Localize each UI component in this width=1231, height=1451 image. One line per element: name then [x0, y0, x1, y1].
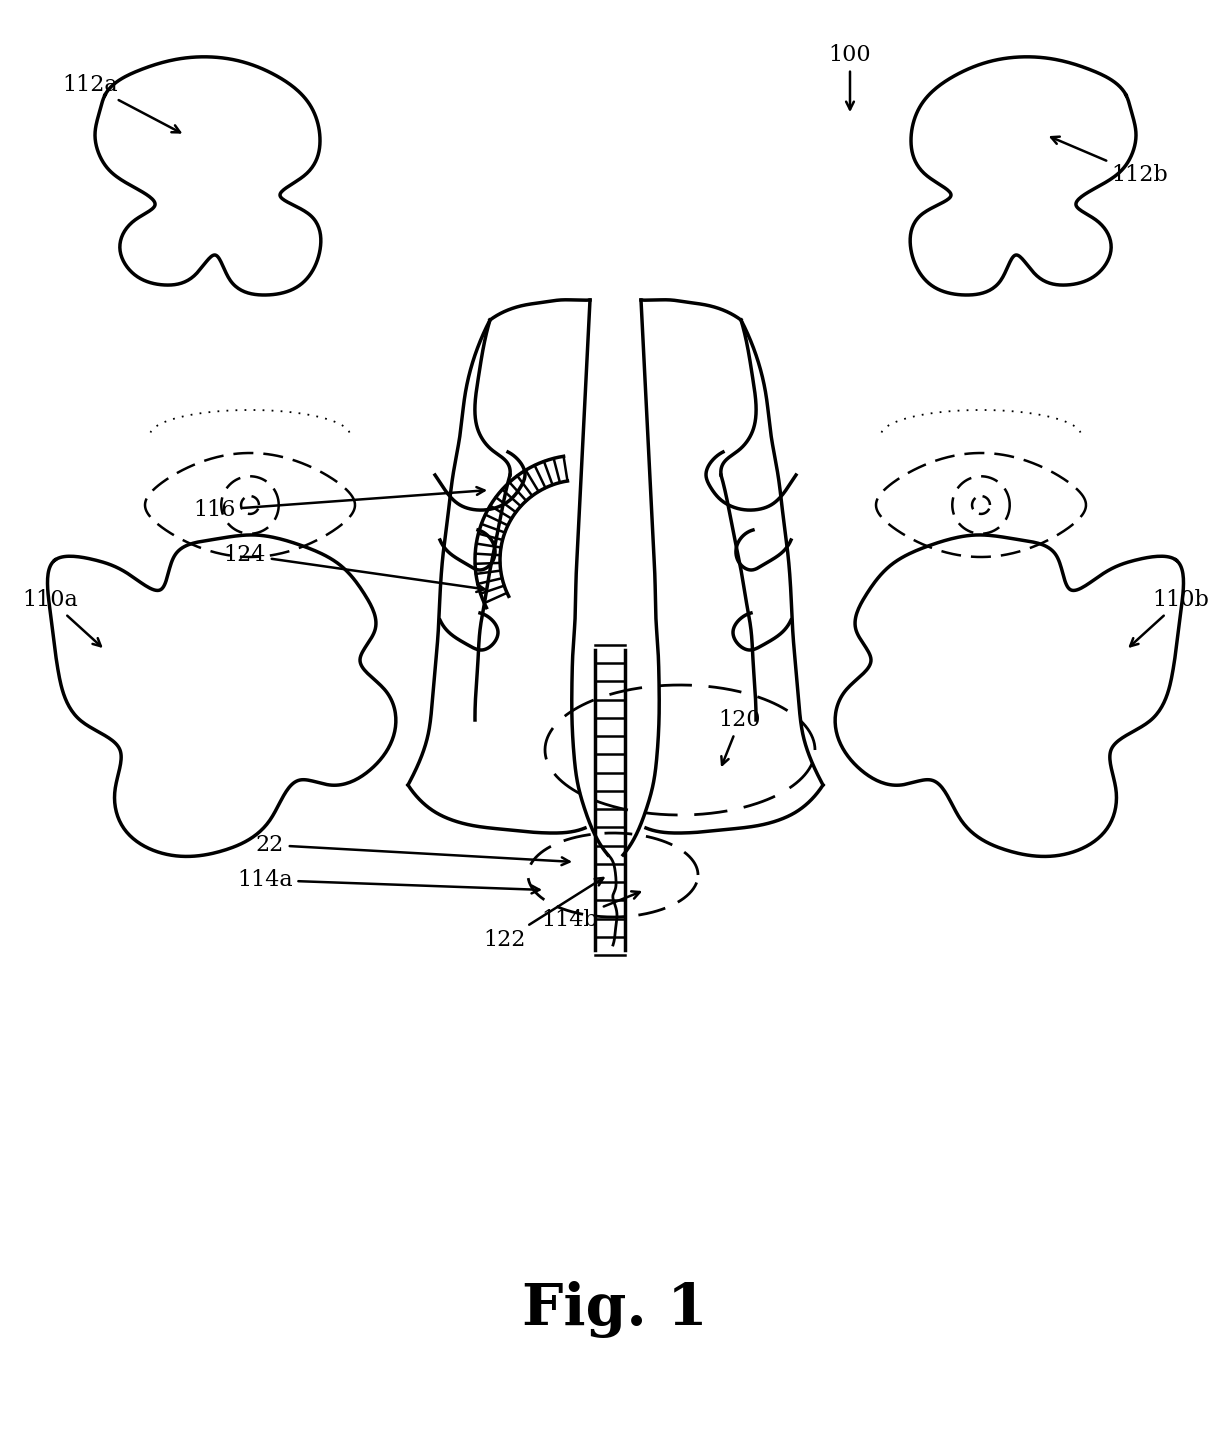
Text: 112b: 112b [1051, 136, 1168, 186]
Text: Fig. 1: Fig. 1 [522, 1281, 708, 1338]
Text: 124: 124 [224, 544, 485, 592]
Text: 110a: 110a [22, 589, 101, 646]
Text: 114a: 114a [238, 869, 539, 894]
Text: 116: 116 [193, 488, 485, 521]
Text: 100: 100 [828, 44, 872, 109]
Text: 120: 120 [719, 710, 761, 765]
Text: 22: 22 [256, 834, 570, 865]
Text: 112a: 112a [63, 74, 180, 132]
Text: 122: 122 [484, 878, 603, 950]
Text: 110b: 110b [1130, 589, 1209, 646]
Text: 114b: 114b [542, 891, 640, 932]
